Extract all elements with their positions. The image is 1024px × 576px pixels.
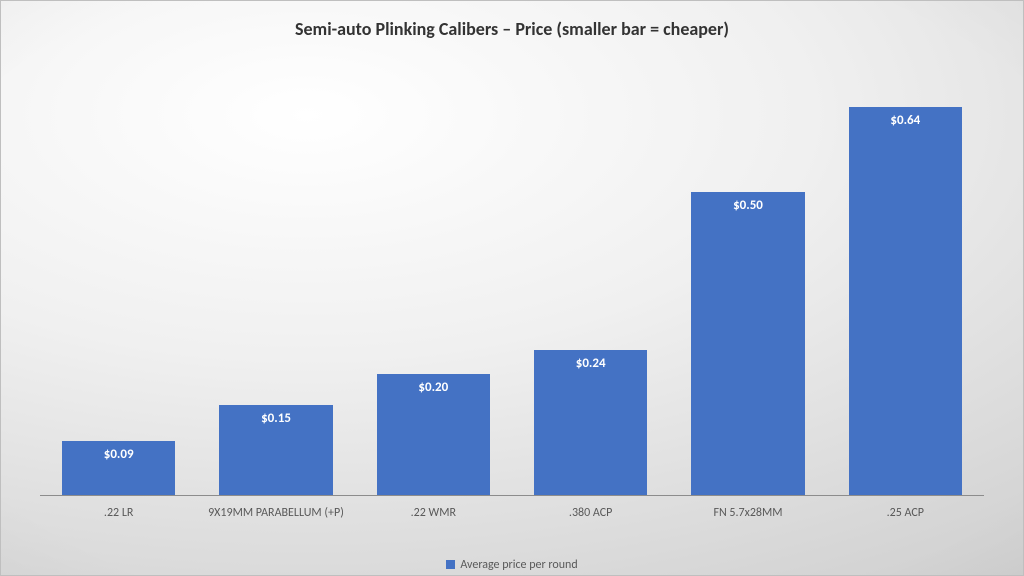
bar: $0.15	[219, 405, 332, 496]
bar: $0.24	[534, 350, 647, 496]
bar-slot: $0.09	[40, 70, 197, 496]
bar: $0.50	[691, 192, 804, 496]
bar-slot: $0.50	[669, 70, 826, 496]
x-axis-label: .380 ACP	[512, 506, 669, 520]
plot-area: $0.09 $0.15 $0.20 $0.24 $0.50 $0.64	[40, 70, 984, 496]
x-axis: .22 LR 9X19MM PARABELLUM (+P) .22 WMR .3…	[40, 496, 984, 576]
bar-slot: $0.64	[827, 70, 984, 496]
x-axis-label: .25 ACP	[827, 506, 984, 520]
legend-text: Average price per round	[460, 558, 577, 572]
bar-slot: $0.15	[197, 70, 354, 496]
bar: $0.09	[62, 441, 175, 496]
bar: $0.64	[849, 107, 962, 496]
x-axis-label: FN 5.7x28MM	[669, 506, 826, 520]
bar-value-label: $0.09	[62, 447, 175, 462]
bar-value-label: $0.50	[691, 198, 804, 213]
bars-container: $0.09 $0.15 $0.20 $0.24 $0.50 $0.64	[40, 70, 984, 496]
bar-value-label: $0.20	[377, 380, 490, 395]
x-axis-label: .22 LR	[40, 506, 197, 520]
x-axis-label: .22 WMR	[355, 506, 512, 520]
bar-slot: $0.20	[355, 70, 512, 496]
legend-swatch	[446, 560, 455, 569]
bar-slot: $0.24	[512, 70, 669, 496]
x-axis-label: 9X19MM PARABELLUM (+P)	[197, 506, 354, 520]
chart-title: Semi-auto Plinking Calibers – Price (sma…	[0, 18, 1024, 40]
legend: Average price per round	[40, 558, 984, 572]
bar-value-label: $0.15	[219, 411, 332, 426]
bar: $0.20	[377, 374, 490, 496]
bar-value-label: $0.64	[849, 113, 962, 128]
x-labels-row: .22 LR 9X19MM PARABELLUM (+P) .22 WMR .3…	[40, 506, 984, 520]
bar-value-label: $0.24	[534, 356, 647, 371]
